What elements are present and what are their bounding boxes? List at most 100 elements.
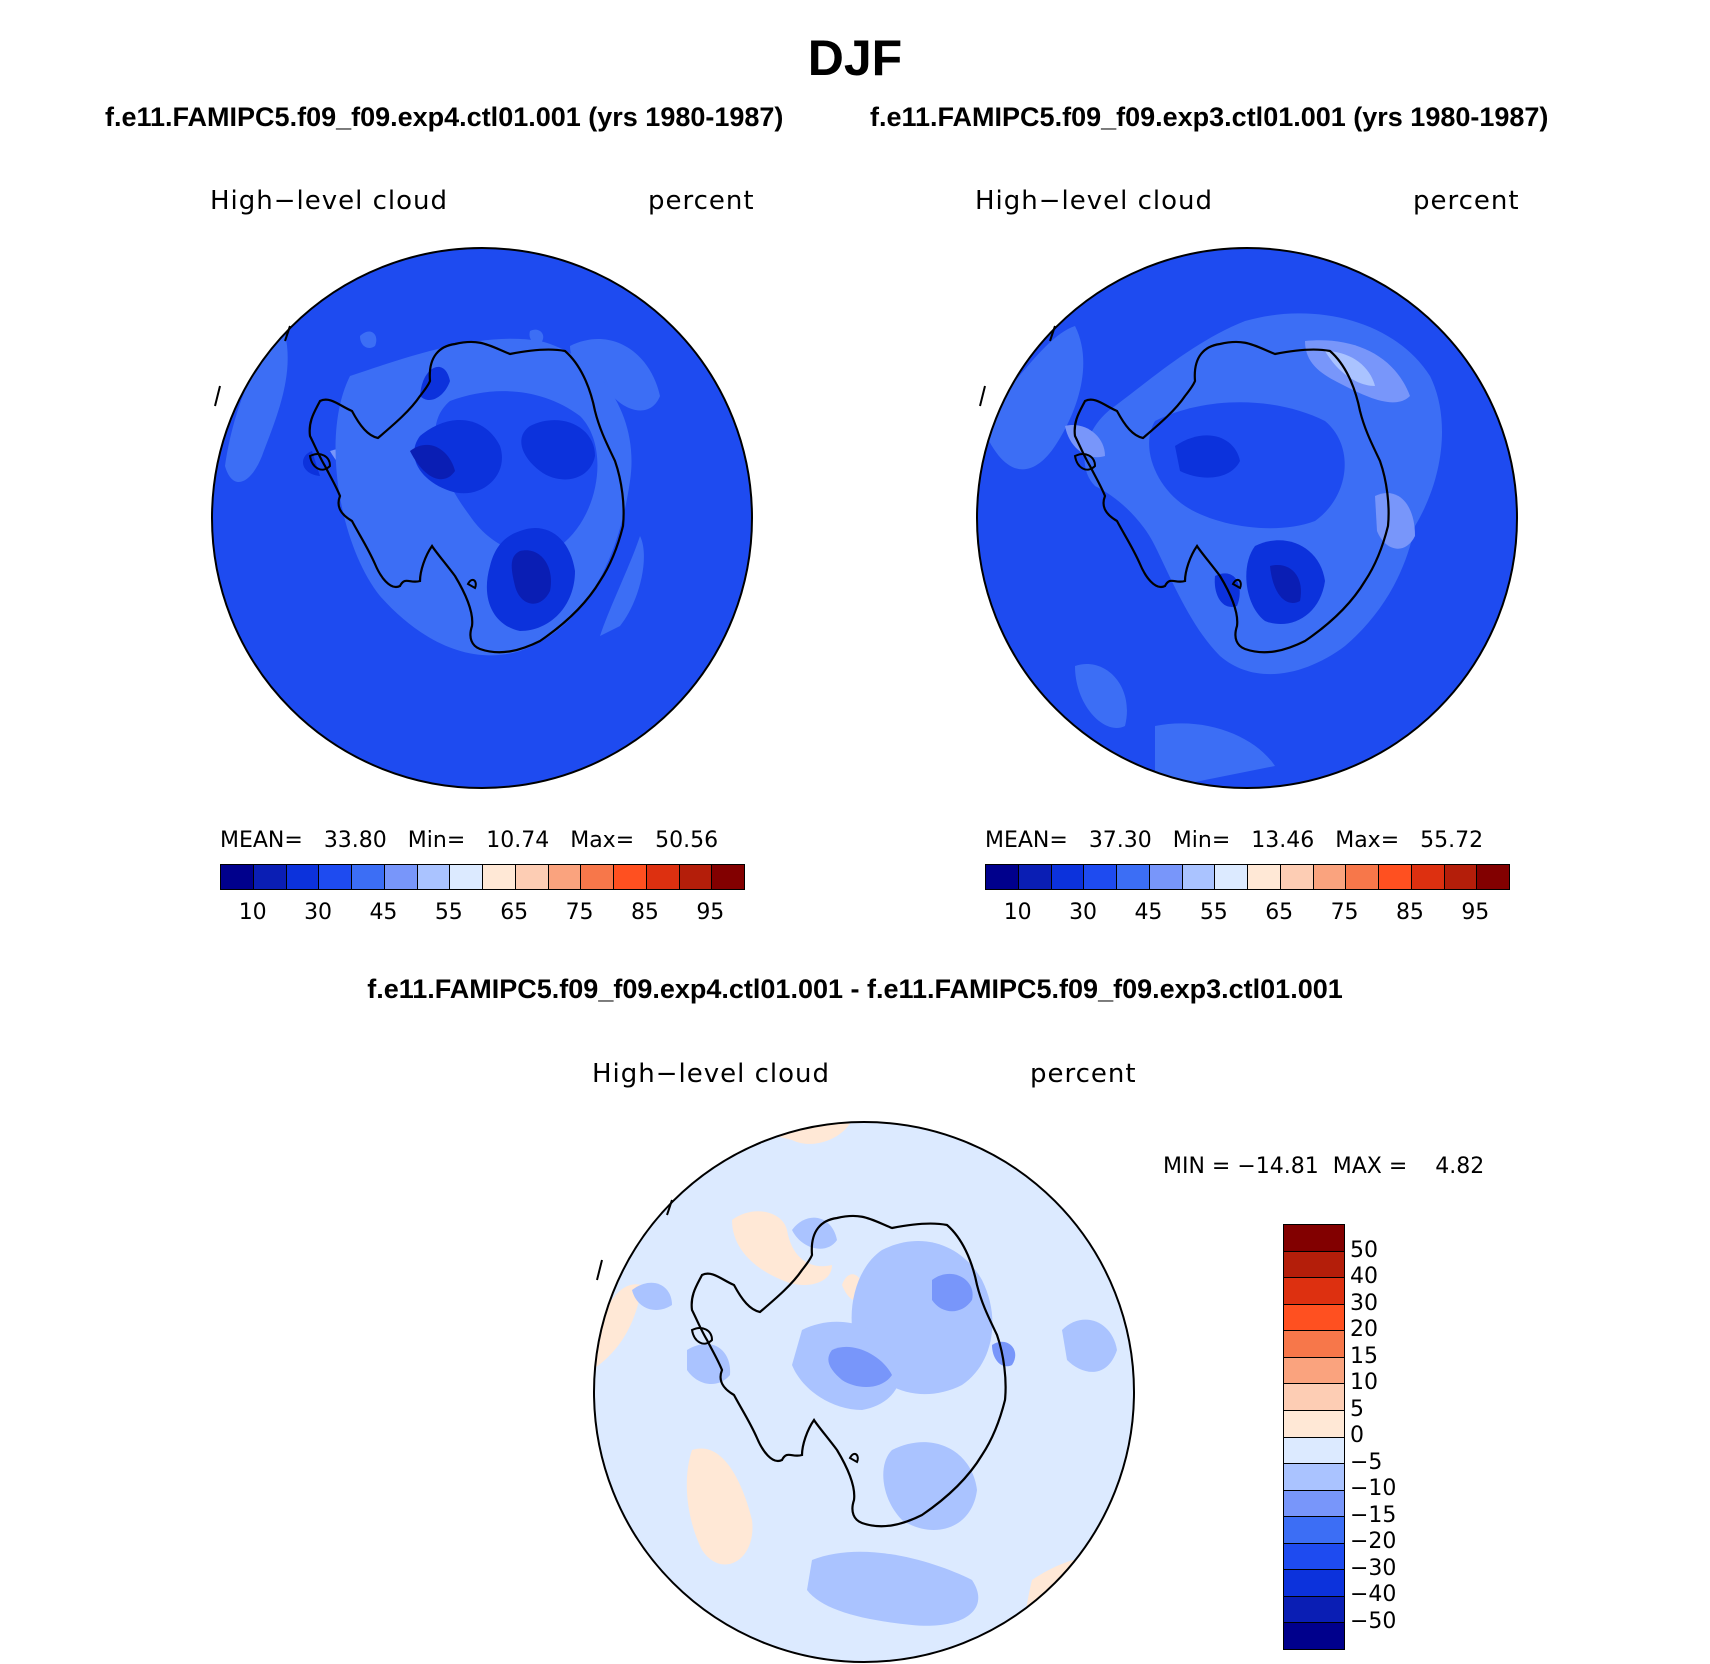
colorbar-swatch [1284,1596,1344,1624]
colorbar-swatch [1117,865,1150,889]
colorbar-tick-label: 95 [1461,900,1490,925]
colorbar-swatch [1280,865,1314,889]
variable-label-diff: High−level cloud [592,1059,831,1089]
mean-value-right: 37.30 [1088,828,1152,853]
case-title-right: f.e11.FAMIPC5.f09_f09.exp3.ctl01.001 (yr… [870,102,1549,132]
colorbar-tick-label: 75 [1330,900,1359,925]
case-title-left: f.e11.FAMIPC5.f09_f09.exp4.ctl01.001 (yr… [105,102,784,132]
colorbar-swatch [712,865,744,889]
colorbar-swatch [1444,865,1478,889]
colorbar-swatch [1477,865,1509,889]
colorbar-swatch [450,865,483,889]
colorbar-tick-label: 65 [1265,900,1294,925]
min-value-right: 13.46 [1251,828,1315,853]
colorbar-tick-label: −20 [1350,1529,1397,1554]
colorbar-tick-label: −50 [1350,1608,1397,1634]
min-value-left: 10.74 [486,828,550,853]
colorbar-swatch [986,865,1019,889]
colorbar-swatch [417,865,451,889]
colorbar-swatch [581,865,614,889]
colorbar-swatch [1284,1623,1344,1649]
min-label-right: Min= [1172,828,1231,853]
colorbar-tick-label: 10 [238,900,267,925]
max-label-left: Max= [570,828,635,853]
colorbar-swatch [1411,865,1445,889]
min-label-left: Min= [407,828,466,853]
colorbar-tick-label: 45 [1134,900,1163,925]
polar-map-right [976,247,1518,789]
colorbar-swatch [1149,865,1183,889]
units-label-left: percent [648,186,755,216]
colorbar-swatch [1248,865,1281,889]
colorbar-swatch [1018,865,1052,889]
colorbar-tick-label: 20 [1350,1317,1378,1342]
colorbar-swatch [1379,865,1412,889]
colorbar-swatch [1182,865,1216,889]
polar-map-left [211,247,753,789]
colorbar-tick-label: 50 [1350,1237,1378,1263]
max-value-right: 55.72 [1420,828,1484,853]
diff-minmax: MIN = −14.81 MAX = 4.82 [1163,1154,1485,1179]
colorbar-tick-label: 15 [1350,1343,1378,1369]
colorbar-tick-label: 5 [1350,1396,1364,1422]
colorbar-tick-label: 85 [630,900,659,925]
colorbar-tick-label: −15 [1350,1502,1397,1528]
colorbar-left [220,864,745,890]
variable-label-right: High−level cloud [975,186,1214,216]
colorbar-tick-label: 95 [696,900,725,925]
colorbar-swatch [352,865,385,889]
colorbar-swatch [1284,1570,1344,1597]
colorbar-tick-label: 30 [304,900,333,925]
colorbar-tick-label: 85 [1395,900,1424,925]
colorbar-tick-label: 30 [1069,900,1098,925]
mean-value-left: 33.80 [323,828,387,853]
colorbar-tick-label: 55 [1199,900,1228,925]
mean-label-left: MEAN= [220,828,303,853]
colorbar-swatch [548,865,582,889]
colorbar-swatch [1284,1464,1344,1491]
colorbar-swatch [221,865,254,889]
colorbar-swatch [1284,1278,1344,1305]
colorbar-tick-label: 65 [500,900,529,925]
mean-label-right: MEAN= [985,828,1068,853]
colorbar-swatch [679,865,713,889]
colorbar-swatch [1284,1304,1344,1332]
max-label-right: Max= [1335,828,1400,853]
colorbar-tick-label: 40 [1350,1264,1378,1289]
colorbar-tick-label: 55 [434,900,463,925]
colorbar-swatch [1284,1331,1344,1358]
colorbar-tick-label: 0 [1350,1423,1364,1448]
colorbar-swatch [1284,1384,1344,1411]
colorbar-swatch [1084,865,1117,889]
colorbar-tick-label: 75 [565,900,594,925]
colorbar-swatch [614,865,647,889]
colorbar-swatch [1284,1517,1344,1544]
colorbar-swatch [1284,1437,1344,1465]
colorbar-swatch [515,865,549,889]
colorbar-swatch [1284,1490,1344,1518]
colorbar-swatch [1051,865,1085,889]
colorbar-swatch [1284,1225,1344,1252]
colorbar-tick-label: 10 [1350,1370,1378,1395]
colorbar-tick-label: −30 [1350,1555,1397,1581]
colorbar-swatch [1284,1251,1344,1279]
colorbar-tick-label: 10 [1003,900,1032,925]
stats-right: MEAN= 37.30 Min= 13.46 Max= 55.72 [985,828,1483,854]
units-label-right: percent [1413,186,1520,216]
colorbar-diff [1283,1224,1345,1650]
variable-label-left: High−level cloud [210,186,449,216]
colorbar-tick-label: −5 [1350,1449,1383,1475]
colorbar-swatch [384,865,418,889]
colorbar-right [985,864,1510,890]
colorbar-swatch [286,865,320,889]
colorbar-swatch [253,865,287,889]
colorbar-tick-label: −40 [1350,1582,1397,1607]
colorbar-swatch [1313,865,1347,889]
colorbar-tick-label: 30 [1350,1290,1378,1316]
colorbar-swatch [1346,865,1379,889]
colorbar-swatch [1284,1410,1344,1438]
colorbar-swatch [483,865,516,889]
stats-left: MEAN= 33.80 Min= 10.74 Max= 50.56 [220,828,718,854]
colorbar-swatch [1215,865,1248,889]
colorbar-swatch [646,865,680,889]
